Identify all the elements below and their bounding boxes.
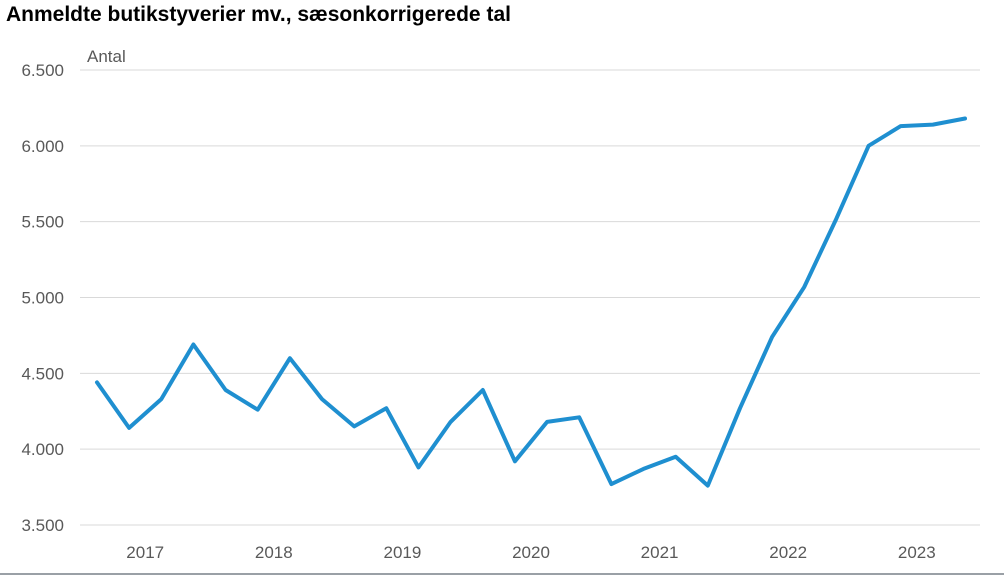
x-tick-label: 2023 (898, 543, 936, 562)
data-point (160, 398, 162, 400)
gridlines (80, 69, 980, 526)
x-axis-ticks: 2017 2018 2019 2020 2021 2022 2023 (126, 543, 935, 562)
y-axis-ticks: 3.500 4.000 4.500 5.000 5.500 6.000 6.500 (21, 61, 64, 535)
y-tick-label: 6.500 (21, 61, 64, 80)
data-point (385, 407, 387, 409)
data-point (353, 425, 355, 427)
x-tick-label: 2017 (126, 543, 164, 562)
x-tick-label: 2018 (255, 543, 293, 562)
y-tick-label: 4.500 (21, 364, 64, 383)
data-point (739, 407, 741, 409)
series-line (95, 116, 967, 488)
data-point (707, 485, 709, 487)
y-tick-label: 3.500 (21, 516, 64, 535)
data-point (128, 427, 130, 429)
data-point (964, 118, 966, 120)
data-point (321, 398, 323, 400)
data-point (289, 357, 291, 359)
data-point (514, 460, 516, 462)
series-group (95, 116, 967, 488)
chart-title: Anmeldte butikstyverier mv., sæsonkorrig… (6, 3, 511, 26)
data-point (96, 381, 98, 383)
y-axis-label: Antal (87, 47, 126, 66)
data-point (643, 468, 645, 470)
data-point (482, 389, 484, 391)
data-point (417, 466, 419, 468)
y-tick-label: 4.000 (21, 440, 64, 459)
x-tick-label: 2022 (769, 543, 807, 562)
data-point (835, 218, 837, 220)
data-point (932, 124, 934, 126)
data-point (868, 145, 870, 147)
data-point (225, 389, 227, 391)
y-tick-label: 5.500 (21, 213, 64, 232)
data-point (900, 125, 902, 127)
data-point (610, 483, 612, 485)
data-point (546, 421, 548, 423)
data-point (771, 336, 773, 338)
x-tick-label: 2019 (383, 543, 421, 562)
data-point (675, 456, 677, 458)
x-tick-label: 2020 (512, 543, 550, 562)
data-point (803, 286, 805, 288)
y-tick-label: 6.000 (21, 137, 64, 156)
data-point (450, 421, 452, 423)
data-point (192, 344, 194, 346)
data-point (578, 416, 580, 418)
x-tick-label: 2021 (641, 543, 679, 562)
data-point (257, 409, 259, 411)
y-tick-label: 5.000 (21, 289, 64, 308)
